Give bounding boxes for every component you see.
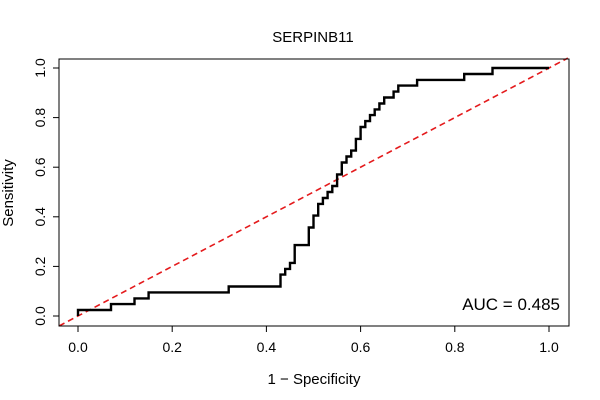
y-tick-label: 0.2 <box>32 256 48 276</box>
reference-diagonal-line <box>58 57 569 327</box>
x-tick-label: 0.8 <box>445 339 465 355</box>
chart-title: SERPINB11 <box>272 29 353 46</box>
x-tick-label: 1.0 <box>539 339 559 355</box>
x-tick-label: 0.6 <box>351 339 371 355</box>
auc-annotation: AUC = 0.485 <box>462 295 560 314</box>
y-axis-ticks: 0.0 0.2 0.4 0.6 0.8 1.0 <box>32 58 59 326</box>
y-tick-label: 0.4 <box>32 207 48 227</box>
x-axis-ticks: 0.0 0.2 0.4 0.6 0.8 1.0 <box>68 326 559 355</box>
x-tick-label: 0.2 <box>162 339 182 355</box>
x-tick-label: 0.0 <box>68 339 88 355</box>
plot-frame <box>58 58 570 327</box>
y-axis: 0.0 0.2 0.4 0.6 0.8 1.0 <box>32 58 60 326</box>
y-tick-label: 0.8 <box>32 108 48 128</box>
y-axis-title: Sensitivity <box>0 159 17 227</box>
x-axis-title: 1 − Specificity <box>268 371 361 388</box>
x-tick-label: 0.4 <box>257 339 277 355</box>
y-tick-label: 0.6 <box>32 157 48 177</box>
y-tick-label: 1.0 <box>32 58 48 78</box>
roc-curve-line <box>76 66 549 316</box>
x-axis: 0.0 0.2 0.4 0.6 0.8 1.0 <box>68 325 559 355</box>
y-tick-label: 0.0 <box>32 306 48 326</box>
